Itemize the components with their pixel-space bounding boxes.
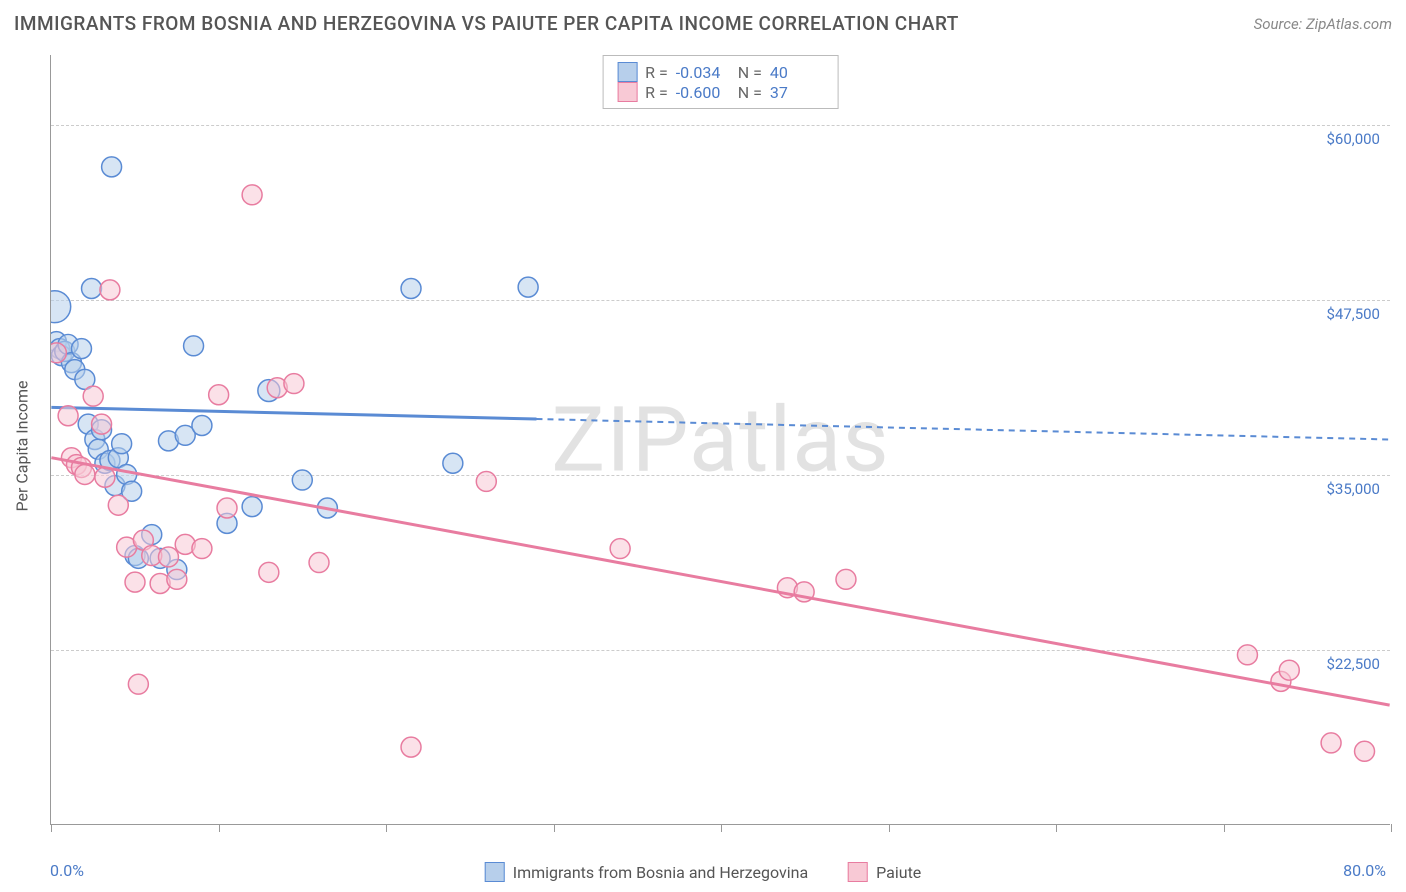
n-value-1: 37	[770, 83, 824, 102]
n-label: N =	[738, 63, 762, 82]
data-point	[476, 471, 496, 491]
n-label: N =	[738, 83, 762, 102]
data-point	[58, 406, 78, 426]
legend-row-series-0: R = -0.034 N = 40	[617, 62, 824, 82]
correlation-legend: R = -0.034 N = 40 R = -0.600 N = 37	[602, 55, 839, 109]
data-point	[284, 374, 304, 394]
regression-line	[51, 458, 1389, 705]
y-tick-label: $47,500	[1326, 305, 1380, 323]
x-tick	[51, 824, 52, 832]
regression-line	[51, 407, 536, 419]
y-tick-label: $60,000	[1326, 130, 1380, 148]
data-point	[184, 336, 204, 356]
legend-row-series-1: R = -0.600 N = 37	[617, 82, 824, 102]
data-point	[610, 539, 630, 559]
data-point	[242, 185, 262, 205]
legend-item-series-1: Paiute	[848, 862, 921, 882]
r-value-0: -0.034	[676, 63, 730, 82]
data-point	[401, 279, 421, 299]
swatch-series-0	[617, 62, 637, 82]
swatch-series-1	[617, 82, 637, 102]
data-point	[71, 339, 91, 359]
data-point	[1237, 645, 1257, 665]
chart-title: IMMIGRANTS FROM BOSNIA AND HERZEGOVINA V…	[14, 12, 959, 35]
x-tick	[1391, 824, 1392, 832]
legend-label-0: Immigrants from Bosnia and Herzegovina	[513, 863, 808, 882]
data-point	[836, 569, 856, 589]
data-point	[100, 280, 120, 300]
data-point	[125, 572, 145, 592]
x-axis-max-label: 80.0%	[1343, 861, 1386, 880]
data-point	[128, 674, 148, 694]
data-point	[167, 569, 187, 589]
data-point	[108, 495, 128, 515]
r-label: R =	[645, 63, 668, 82]
x-tick	[889, 824, 890, 832]
data-point	[217, 498, 237, 518]
data-point	[83, 386, 103, 406]
x-tick	[386, 824, 387, 832]
n-value-0: 40	[770, 63, 824, 82]
swatch-series-1-bottom	[848, 862, 868, 882]
y-tick-label: $22,500	[1326, 655, 1380, 673]
data-point	[401, 737, 421, 757]
data-point	[1279, 660, 1299, 680]
data-point	[82, 279, 102, 299]
x-tick	[554, 824, 555, 832]
data-point	[242, 497, 262, 517]
regression-line-dashed	[536, 419, 1389, 440]
x-tick	[1224, 824, 1225, 832]
legend-label-1: Paiute	[876, 863, 921, 882]
data-point	[1321, 733, 1341, 753]
data-point	[518, 277, 538, 297]
legend-item-series-0: Immigrants from Bosnia and Herzegovina	[485, 862, 808, 882]
data-point	[51, 291, 71, 323]
x-tick	[219, 824, 220, 832]
x-tick	[1056, 824, 1057, 832]
chart-svg	[51, 55, 1390, 824]
series-legend: Immigrants from Bosnia and Herzegovina P…	[485, 862, 922, 882]
data-point	[209, 385, 229, 405]
data-point	[112, 434, 132, 454]
data-point	[292, 470, 312, 490]
data-point	[259, 562, 279, 582]
y-axis-title: Per Capita Income	[13, 381, 32, 512]
y-tick-label: $35,000	[1326, 480, 1380, 498]
data-point	[192, 539, 212, 559]
x-axis-min-label: 0.0%	[50, 861, 84, 880]
x-tick	[721, 824, 722, 832]
data-point	[443, 453, 463, 473]
plot-area: ZIPatlas R = -0.034 N = 40 R = -0.600 N …	[50, 55, 1390, 825]
data-point	[75, 464, 95, 484]
r-value-1: -0.600	[676, 83, 730, 102]
data-point	[309, 553, 329, 573]
data-point	[92, 414, 112, 434]
r-label: R =	[645, 83, 668, 102]
data-point	[1355, 741, 1375, 761]
data-point	[51, 343, 66, 363]
data-point	[192, 416, 212, 436]
data-point	[102, 157, 122, 177]
data-point	[158, 547, 178, 567]
source-label: Source: ZipAtlas.com	[1254, 15, 1392, 33]
swatch-series-0-bottom	[485, 862, 505, 882]
